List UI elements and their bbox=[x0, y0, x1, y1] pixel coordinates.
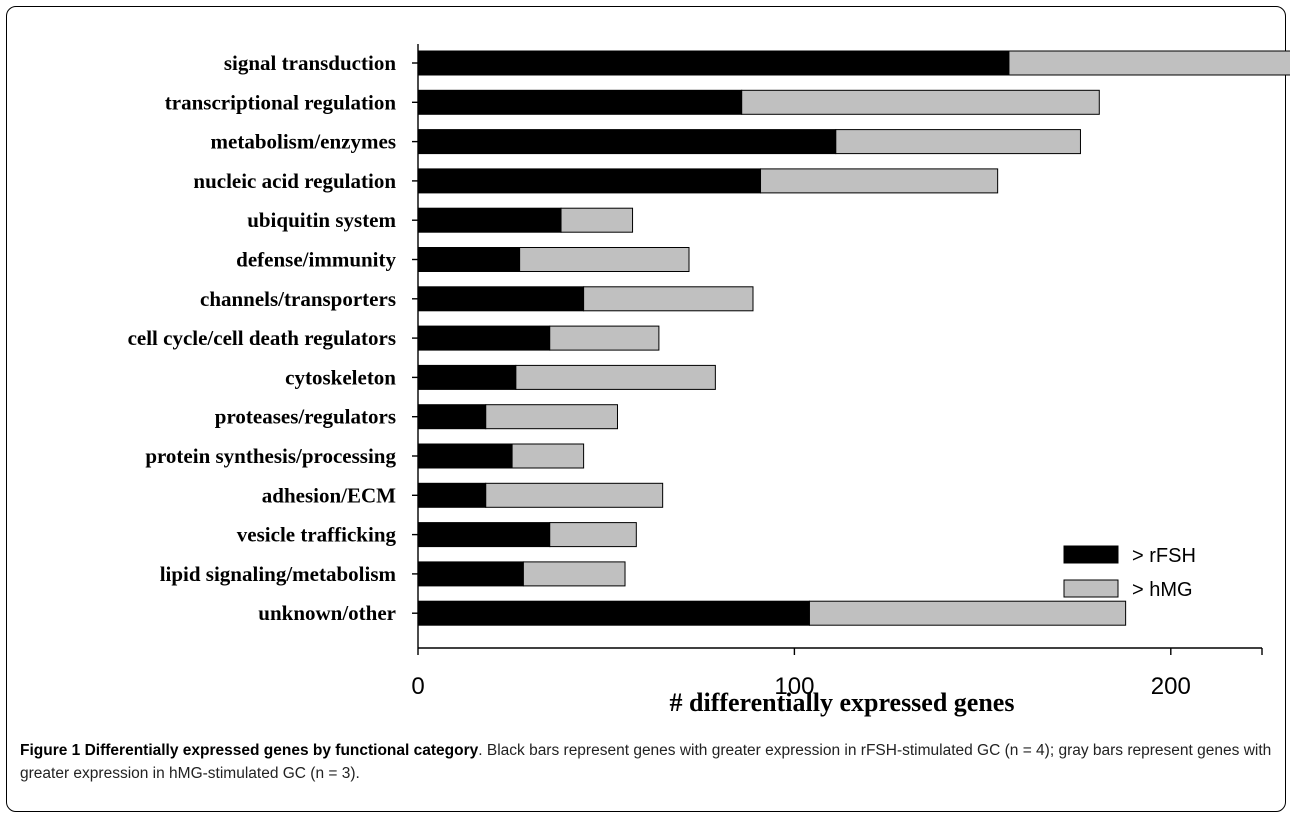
bar-hmg bbox=[515, 364, 716, 390]
legend-swatch-hmg bbox=[1063, 579, 1119, 598]
bar-rfsh bbox=[417, 50, 1010, 76]
category-label: channels/transporters bbox=[200, 287, 396, 311]
legend-label-rfsh: > rFSH bbox=[1132, 545, 1196, 567]
x-tick-label: 200 bbox=[1151, 673, 1191, 700]
bar-hmg bbox=[760, 168, 999, 194]
legend-swatch-rfsh bbox=[1063, 545, 1119, 564]
caption-text: . Black bars represent genes with greate… bbox=[20, 742, 1272, 782]
category-label: unknown/other bbox=[258, 601, 396, 625]
bar-hmg bbox=[485, 482, 664, 508]
bar-rfsh bbox=[417, 600, 810, 626]
category-label: lipid signaling/metabolism bbox=[160, 562, 397, 586]
bar-hmg bbox=[741, 89, 1100, 115]
bar-hmg bbox=[560, 207, 634, 233]
bar-rfsh bbox=[417, 404, 487, 430]
bar-rfsh bbox=[417, 207, 562, 233]
category-label: proteases/regulators bbox=[215, 405, 396, 429]
category-label: cytoskeleton bbox=[285, 365, 396, 389]
bar-hmg bbox=[583, 286, 754, 312]
bar-rfsh bbox=[417, 364, 517, 390]
bar-rfsh bbox=[417, 522, 551, 548]
bar-rfsh bbox=[417, 286, 585, 312]
legend-label-hmg: > hMG bbox=[1132, 579, 1193, 601]
category-label: protein synthesis/processing bbox=[145, 444, 396, 468]
bar-hmg bbox=[522, 561, 626, 587]
figure-caption: Figure 1 Differentially expressed genes … bbox=[20, 739, 1275, 785]
caption-label: Figure 1 Differentially expressed genes … bbox=[20, 742, 479, 759]
bar-rfsh bbox=[417, 168, 762, 194]
bar-hmg bbox=[511, 443, 585, 469]
bar-hmg bbox=[808, 600, 1127, 626]
bar-hmg bbox=[549, 522, 637, 548]
figure-frame bbox=[6, 6, 1286, 812]
category-label: defense/immunity bbox=[236, 248, 396, 272]
bar-hmg bbox=[549, 325, 660, 351]
x-tick-label: 0 bbox=[411, 673, 424, 700]
bar-hmg bbox=[1008, 50, 1290, 76]
bar-hmg bbox=[485, 404, 618, 430]
bar-rfsh bbox=[417, 482, 487, 508]
bar-hmg bbox=[519, 247, 690, 272]
bar-rfsh bbox=[417, 561, 524, 587]
bar-rfsh bbox=[417, 247, 521, 272]
bar-rfsh bbox=[417, 325, 551, 351]
x-axis-title: # differentially expressed genes bbox=[670, 688, 1015, 717]
category-label: vesicle trafficking bbox=[237, 523, 397, 547]
category-label: signal transduction bbox=[224, 51, 396, 75]
x-tick-label: 100 bbox=[774, 673, 814, 700]
category-label: adhesion/ECM bbox=[262, 483, 396, 507]
bar-rfsh bbox=[417, 89, 743, 115]
bar-rfsh bbox=[417, 129, 837, 155]
category-label: nucleic acid regulation bbox=[193, 169, 396, 193]
category-label: transcriptional regulation bbox=[165, 90, 397, 114]
category-label: cell cycle/cell death regulators bbox=[128, 326, 396, 350]
bar-hmg bbox=[835, 129, 1081, 155]
category-label: metabolism/enzymes bbox=[211, 130, 396, 154]
bar-rfsh bbox=[417, 443, 513, 469]
category-label: ubiquitin system bbox=[247, 208, 396, 232]
stacked-bar-chart: 0100200300400signal transductiontranscri… bbox=[128, 44, 1290, 717]
